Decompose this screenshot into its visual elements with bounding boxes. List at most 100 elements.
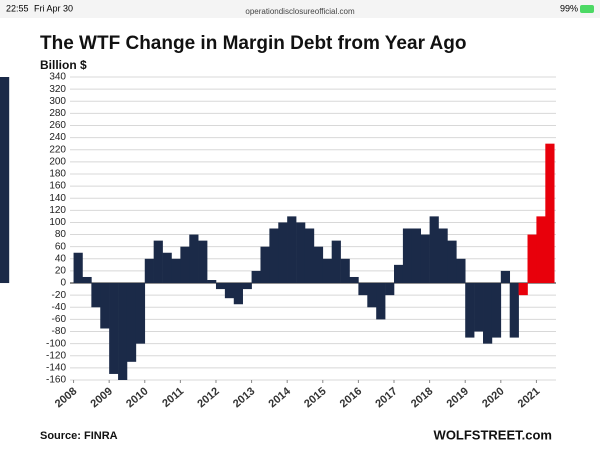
- bar: [82, 276, 92, 284]
- status-bar: [0, 0, 600, 18]
- y-tick-label: 80: [55, 229, 67, 240]
- bar: [358, 283, 368, 296]
- bar: [438, 228, 448, 284]
- bar: [0, 77, 10, 284]
- bar: [269, 228, 279, 284]
- status-date: Fri Apr 30: [34, 3, 73, 13]
- bar: [118, 283, 128, 380]
- bar: [296, 222, 306, 284]
- bar: [331, 240, 341, 284]
- y-tick-label: 260: [49, 120, 66, 131]
- y-tick-label: -140: [46, 363, 66, 374]
- bar: [162, 252, 172, 284]
- bar: [233, 283, 243, 305]
- y-tick-label: 40: [55, 253, 67, 264]
- brand: WOLFSTREET.com: [434, 427, 552, 442]
- y-tick-label: 300: [49, 96, 66, 107]
- bar: [536, 216, 546, 284]
- bar: [126, 283, 137, 362]
- bar: [73, 252, 83, 284]
- bar: [340, 258, 350, 284]
- y-tick-label: 160: [49, 181, 66, 192]
- bar: [545, 143, 555, 284]
- bar: [447, 240, 457, 284]
- x-tick-label: 2016: [338, 385, 364, 410]
- bar: [491, 283, 502, 338]
- x-tick-label: 2014: [267, 385, 294, 410]
- bar: [198, 240, 208, 284]
- url[interactable]: operationdisclosureofficial.com: [245, 7, 355, 16]
- bar: [153, 240, 163, 284]
- bar: [135, 283, 146, 344]
- chart-title: The WTF Change in Margin Debt from Year …: [40, 33, 466, 54]
- x-tick-label: 2020: [480, 385, 506, 410]
- y-tick-label: 100: [49, 217, 66, 228]
- y-tick-label: 280: [49, 108, 66, 119]
- bar: [474, 283, 484, 332]
- bar: [367, 283, 377, 308]
- y-tick-label: -60: [52, 314, 67, 325]
- y-tick-label: -80: [52, 326, 67, 337]
- x-tick-label: 2019: [445, 385, 471, 410]
- y-axis-label: Billion $: [40, 58, 87, 72]
- y-tick-label: 140: [49, 193, 66, 204]
- bar: [251, 270, 261, 284]
- bar: [287, 216, 297, 284]
- x-tick-label: 2011: [160, 385, 186, 410]
- bar: [349, 276, 359, 284]
- bar: [91, 283, 101, 308]
- y-tick-label: -20: [52, 290, 67, 301]
- bar: [322, 258, 332, 284]
- bar: [411, 228, 422, 284]
- x-tick-label: 2017: [373, 385, 399, 410]
- y-tick-label: 120: [49, 205, 66, 216]
- x-tick-label: 2013: [231, 385, 257, 410]
- bar: [420, 234, 430, 284]
- y-tick-label: -40: [52, 302, 67, 313]
- bar: [527, 234, 537, 284]
- y-tick-label: 340: [49, 72, 66, 83]
- bar: [224, 283, 235, 299]
- battery-icon: [580, 5, 594, 13]
- y-tick-label: -100: [46, 338, 66, 349]
- bar: [429, 216, 439, 284]
- y-tick-label: 60: [55, 241, 67, 252]
- x-tick-label: 2010: [124, 385, 150, 410]
- bar: [394, 264, 404, 284]
- bar: [304, 228, 315, 284]
- bar: [242, 283, 252, 290]
- bar: [260, 246, 270, 284]
- bar: [180, 246, 190, 284]
- bar: [402, 228, 413, 284]
- bar: [278, 222, 288, 284]
- x-tick-label: 2021: [516, 385, 542, 410]
- x-tick-label: 2012: [195, 385, 221, 410]
- bar: [215, 283, 226, 290]
- bar: [509, 283, 519, 338]
- bar: [189, 234, 199, 284]
- status-time: 22:55: [6, 3, 29, 13]
- bar: [500, 270, 511, 284]
- bar: [313, 246, 324, 284]
- bar: [518, 283, 528, 296]
- x-tick-label: 2009: [88, 385, 114, 410]
- x-tick-label: 2008: [53, 385, 79, 410]
- bar: [483, 283, 493, 344]
- y-tick-label: 220: [49, 144, 66, 155]
- bar: [207, 280, 217, 284]
- y-tick-label: 20: [55, 266, 67, 277]
- battery: 99%: [560, 3, 578, 13]
- y-tick-label: 200: [49, 156, 66, 167]
- bar: [465, 283, 475, 338]
- bar: [171, 258, 181, 284]
- bar: [144, 258, 154, 284]
- y-tick-label: 320: [49, 84, 66, 95]
- bar: [100, 283, 110, 329]
- y-tick-label: 240: [49, 132, 66, 143]
- y-tick-label: 0: [60, 278, 66, 289]
- bar: [385, 283, 395, 296]
- bar: [109, 283, 119, 374]
